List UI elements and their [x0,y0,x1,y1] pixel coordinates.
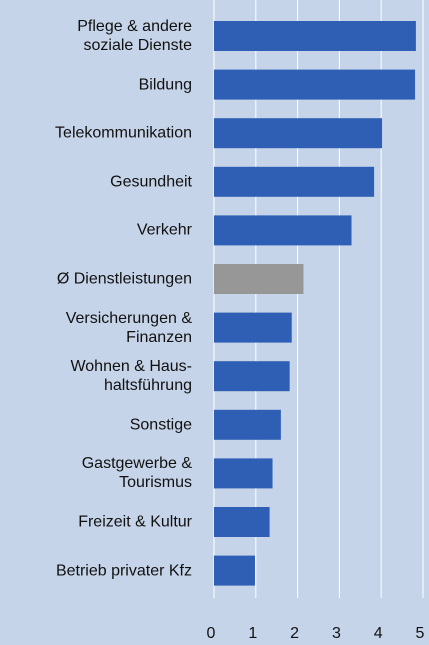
category-label: Bildung [138,76,192,94]
bar [214,312,292,343]
bar [214,69,416,100]
bar [214,458,273,489]
x-tick-label: 5 [416,625,425,642]
x-tick-label: 4 [374,625,383,642]
category-label: Gesundheit [110,173,192,191]
category-label: Telekommunikation [55,124,192,142]
bar [214,409,281,440]
category-label: Freizeit & Kultur [78,513,192,531]
bar [214,555,255,586]
category-label: Pflege & andere soziale Dienste [77,18,192,54]
bar [214,215,352,246]
category-label: Versicherungen & Finanzen [65,309,192,346]
bar [214,166,375,197]
category-label: Ø Dienstleistungen [56,270,192,288]
category-label: Gastgewerbe & Tourismus [81,455,192,492]
x-tick-label: 0 [207,625,216,642]
x-tick-label: 2 [290,625,299,642]
bar [214,507,270,537]
x-tick-label: 3 [332,625,341,642]
x-tick-label: 1 [248,625,257,642]
category-label: Verkehr [136,221,192,239]
category-label: Sonstige [129,416,192,434]
bar [214,118,383,149]
bar [214,21,416,51]
bar [214,361,290,392]
category-label: Wohnen & Haus- haltsführung [70,358,192,395]
category-label: Betrieb privater Kfz [55,562,192,580]
bar [214,264,304,294]
